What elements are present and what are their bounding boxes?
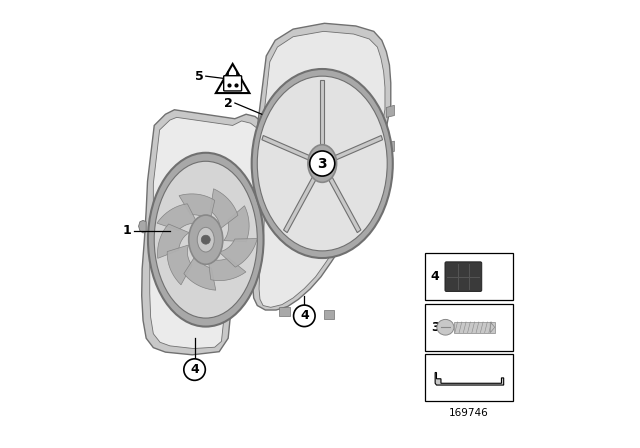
- Polygon shape: [387, 105, 394, 117]
- Circle shape: [201, 235, 210, 244]
- Polygon shape: [179, 194, 215, 222]
- FancyBboxPatch shape: [425, 253, 513, 300]
- Polygon shape: [219, 238, 257, 267]
- Polygon shape: [157, 224, 189, 258]
- FancyBboxPatch shape: [445, 262, 482, 291]
- Polygon shape: [324, 310, 334, 319]
- Polygon shape: [184, 255, 216, 290]
- Polygon shape: [216, 64, 250, 93]
- Polygon shape: [259, 31, 385, 307]
- Ellipse shape: [257, 76, 387, 251]
- Ellipse shape: [189, 215, 223, 264]
- Text: 4: 4: [300, 309, 308, 323]
- Polygon shape: [301, 310, 312, 319]
- Polygon shape: [262, 135, 323, 166]
- Text: 1: 1: [123, 224, 132, 237]
- Polygon shape: [320, 80, 324, 164]
- Polygon shape: [208, 258, 246, 280]
- Polygon shape: [279, 307, 289, 316]
- Polygon shape: [284, 162, 324, 233]
- Circle shape: [310, 151, 335, 176]
- FancyBboxPatch shape: [454, 322, 495, 332]
- Polygon shape: [139, 220, 146, 233]
- Ellipse shape: [197, 228, 214, 252]
- Ellipse shape: [308, 145, 337, 182]
- Polygon shape: [321, 135, 383, 166]
- Circle shape: [184, 359, 205, 380]
- Text: 4: 4: [431, 270, 440, 283]
- FancyBboxPatch shape: [425, 304, 513, 351]
- Polygon shape: [223, 206, 249, 241]
- FancyBboxPatch shape: [425, 354, 513, 401]
- Polygon shape: [387, 141, 394, 153]
- Text: 5: 5: [195, 69, 204, 83]
- Polygon shape: [167, 245, 192, 285]
- Text: 4: 4: [190, 363, 199, 376]
- Polygon shape: [157, 204, 198, 230]
- Ellipse shape: [437, 319, 454, 335]
- Circle shape: [294, 305, 315, 327]
- Polygon shape: [253, 23, 391, 310]
- Text: 3: 3: [317, 156, 327, 171]
- FancyBboxPatch shape: [224, 76, 241, 91]
- Ellipse shape: [148, 153, 264, 327]
- Text: 169746: 169746: [449, 408, 489, 418]
- Ellipse shape: [154, 161, 257, 318]
- Ellipse shape: [252, 69, 393, 258]
- Text: 2: 2: [224, 96, 232, 110]
- Text: 3: 3: [431, 321, 440, 334]
- Polygon shape: [150, 117, 262, 349]
- Polygon shape: [141, 110, 271, 355]
- Polygon shape: [490, 322, 495, 332]
- Polygon shape: [321, 162, 361, 233]
- Polygon shape: [435, 373, 504, 385]
- Polygon shape: [210, 189, 238, 229]
